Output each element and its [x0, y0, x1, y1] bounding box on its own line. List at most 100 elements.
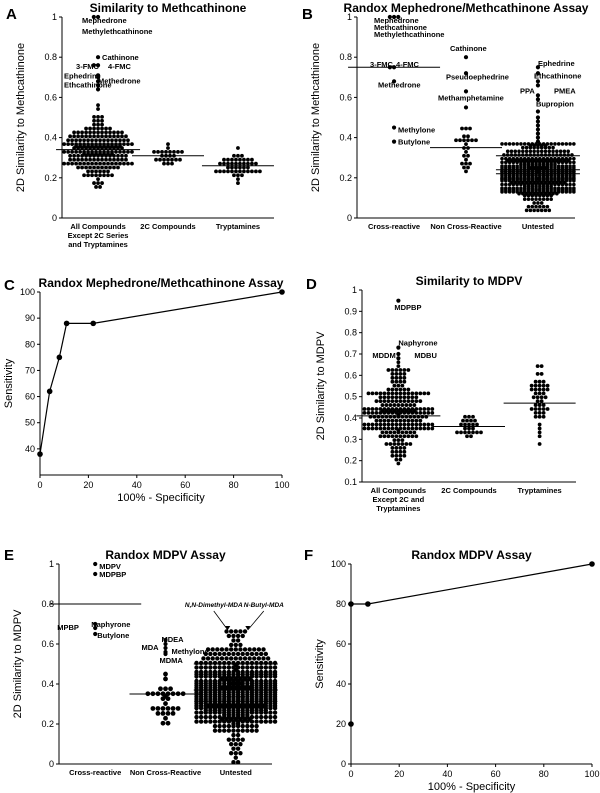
data-point: [168, 150, 172, 154]
data-point: [66, 150, 71, 154]
data-point: [414, 395, 419, 400]
data-point: [263, 674, 269, 679]
data-point: [92, 126, 96, 131]
data-point: [226, 169, 230, 174]
data-point: [259, 714, 264, 720]
data-point: [513, 153, 518, 157]
data-point: [374, 399, 379, 404]
arrow-head: [245, 626, 251, 630]
data-point: [426, 407, 431, 411]
data-point: [541, 391, 546, 396]
data-point: [547, 145, 552, 150]
series-line: [39, 291, 283, 455]
data-point: [398, 457, 403, 462]
data-point: [396, 360, 401, 365]
data-point: [410, 418, 415, 423]
data-point: [392, 383, 397, 388]
data-point: [398, 399, 403, 404]
data-point: [218, 169, 222, 174]
data-point: [90, 173, 94, 178]
highlight-point: [463, 89, 469, 94]
data-point: [162, 157, 166, 162]
y-axis-label: 2D Similarity to MDPV: [12, 609, 24, 718]
x-tick-label: 80: [539, 769, 549, 779]
data-point: [394, 453, 399, 458]
data-point: [226, 161, 230, 166]
data-point: [539, 395, 544, 400]
data-point: [547, 153, 552, 157]
data-point: [370, 410, 375, 415]
data-point: [88, 157, 92, 162]
data-point: [259, 665, 264, 670]
data-point: [100, 118, 104, 123]
data-point: [378, 434, 383, 439]
highlight-point: [535, 131, 541, 136]
data-point: [532, 149, 536, 154]
data-point: [234, 161, 238, 166]
data-point: [235, 638, 241, 643]
data-point: [231, 723, 236, 729]
highlight-point: [95, 63, 101, 68]
data-point: [96, 146, 100, 150]
data-point: [80, 130, 84, 135]
compound-label: Cathinone: [450, 44, 487, 53]
data-point: [268, 665, 273, 670]
data-point: [402, 395, 407, 400]
y-axis-label: 2D Similarity to Methcathinone: [15, 43, 27, 192]
data-point: [505, 153, 510, 157]
x-tick-label: 100: [584, 769, 599, 779]
y-axis-label: 2D Similarity to Methcathinone: [310, 43, 322, 192]
data-point: [414, 434, 419, 439]
compound-label: MDPBP: [99, 570, 126, 579]
data-point: [465, 418, 469, 423]
data-point: [462, 138, 466, 143]
data-point: [198, 674, 204, 679]
data-point: [524, 149, 529, 154]
data-point: [160, 706, 166, 711]
data-point: [555, 153, 559, 157]
data-point: [84, 165, 88, 170]
compound-label: MDA: [142, 643, 160, 652]
data-point: [100, 134, 104, 139]
data-point: [515, 160, 519, 165]
data-point: [272, 710, 278, 715]
data-point: [394, 446, 399, 450]
data-point: [92, 122, 96, 127]
data-point: [572, 156, 576, 161]
data-point: [386, 410, 391, 415]
data-point: [539, 208, 544, 213]
data-point: [254, 161, 258, 166]
data-point: [537, 442, 542, 446]
data-point: [242, 656, 248, 661]
data-point: [509, 149, 514, 154]
compound-label: PMEA: [554, 86, 576, 95]
data-point: [201, 656, 206, 661]
category-label: Non Cross-Reactive: [130, 768, 201, 777]
data-point: [219, 656, 225, 661]
data-point: [479, 430, 483, 435]
data-point: [504, 182, 508, 187]
data-point: [90, 161, 94, 166]
data-point: [469, 434, 473, 439]
data-point: [532, 208, 536, 213]
data-point: [469, 418, 473, 423]
data-point: [263, 665, 269, 670]
data-point: [112, 134, 116, 139]
data-point: [402, 434, 407, 439]
data-point: [572, 160, 576, 165]
data-point: [533, 379, 538, 384]
data-point: [160, 720, 166, 726]
data-point: [96, 177, 100, 182]
compound-label: 4-FMC: [108, 62, 131, 71]
data-point: [98, 185, 102, 189]
panel-title: Similarity to Methcathinone: [90, 1, 247, 15]
data-point: [96, 157, 100, 162]
data-point: [382, 399, 387, 404]
data-point: [568, 142, 572, 146]
highlight-point: [396, 356, 401, 361]
highlight-point: [535, 93, 541, 98]
data-point: [212, 660, 218, 666]
data-point: [104, 157, 108, 162]
highlight-point: [535, 71, 541, 76]
data-point: [396, 438, 401, 443]
